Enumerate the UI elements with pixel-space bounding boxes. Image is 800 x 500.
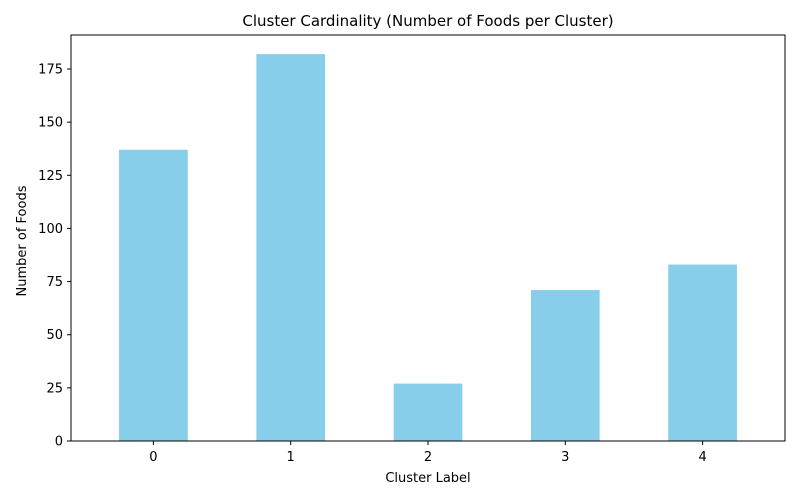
y-tick-label: 150 [38, 116, 63, 131]
x-axis-label: Cluster Label [385, 471, 470, 486]
bar-cluster-1 [256, 54, 326, 441]
y-tick-label: 75 [46, 275, 63, 290]
bars-group [119, 54, 737, 441]
bar-cluster-2 [393, 383, 463, 441]
y-tick-label: 125 [38, 169, 63, 184]
y-axis-label: Number of Foods [15, 185, 30, 296]
x-tick-label: 1 [287, 450, 295, 465]
y-tick-label: 0 [55, 435, 63, 450]
y-tick-label: 25 [46, 381, 63, 396]
x-tick-label: 3 [561, 450, 569, 465]
x-tick-label: 2 [424, 450, 432, 465]
y-axis-ticks: 0 25 50 75 100 125 150 175 [38, 63, 71, 450]
y-tick-label: 175 [38, 63, 63, 78]
bar-cluster-4 [668, 264, 737, 441]
chart-title: Cluster Cardinality (Number of Foods per… [242, 12, 613, 30]
x-tick-label: 0 [149, 450, 157, 465]
y-tick-label: 100 [38, 222, 63, 237]
bar-cluster-3 [530, 290, 600, 441]
x-tick-label: 4 [698, 450, 706, 465]
y-tick-label: 50 [46, 328, 63, 343]
bar-cluster-0 [119, 149, 188, 441]
x-axis-ticks: 0 1 2 3 4 [149, 441, 707, 465]
plot-frame [70, 34, 786, 442]
